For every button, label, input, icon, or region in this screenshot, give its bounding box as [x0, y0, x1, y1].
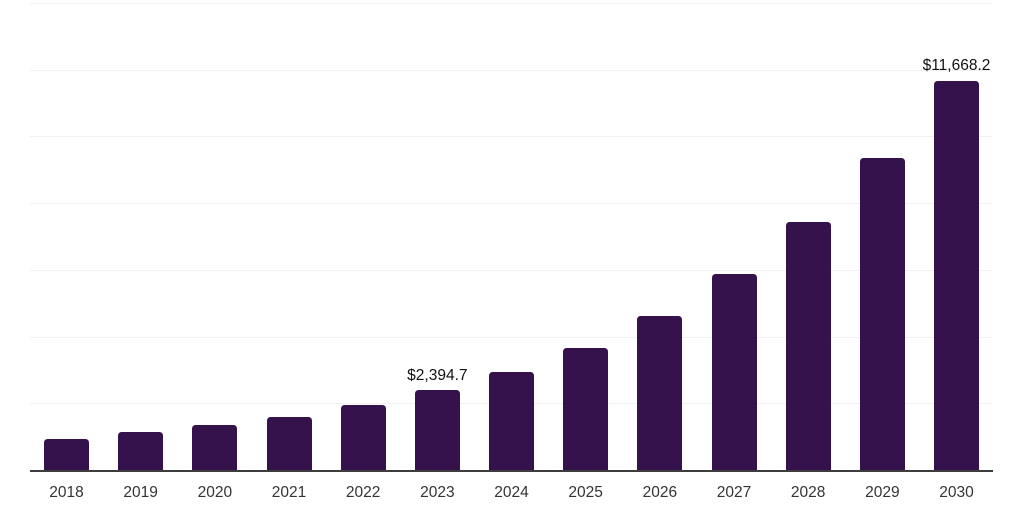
x-axis-label-2029: 2029 — [865, 484, 900, 501]
x-axis-label-2021: 2021 — [271, 484, 307, 501]
x-axis-label-2024: 2024 — [494, 484, 529, 501]
bar-2025[interactable] — [563, 347, 609, 470]
x-axis-label-2019: 2019 — [123, 484, 158, 501]
x-axis-label-2027: 2027 — [716, 484, 752, 501]
x-axis-label-2026: 2026 — [642, 484, 678, 501]
x-axis-label-2030: 2030 — [939, 484, 974, 501]
gridline-8000 — [30, 203, 992, 205]
gridline-10000 — [30, 136, 992, 138]
bar-2021[interactable] — [266, 416, 312, 470]
x-axis-label-2028: 2028 — [790, 484, 826, 501]
bar-2029[interactable] — [859, 158, 905, 470]
gridline-6000 — [30, 269, 992, 271]
gridline-14000 — [30, 3, 992, 4]
bar-2024[interactable] — [489, 371, 534, 470]
bar-2030[interactable] — [934, 80, 979, 470]
bar-2019[interactable] — [118, 431, 164, 470]
bar-2023[interactable] — [414, 390, 460, 470]
x-axis-labels: 2018 2019 2020 2021 2022 2023 2024 2025 2026 2027… — [30, 484, 992, 506]
x-axis-label-2022: 2022 — [345, 484, 381, 501]
x-axis-label-2025: 2025 — [568, 484, 603, 501]
x-axis-label-2023: 2023 — [420, 484, 455, 501]
bar-2027[interactable] — [711, 273, 757, 470]
data-label-2023: $2,394.7 — [407, 366, 468, 384]
x-axis-label-2018: 2018 — [49, 484, 84, 501]
data-label-2030: $11,668.2 — [922, 57, 991, 75]
bar-2028[interactable] — [785, 221, 831, 470]
bar-2020[interactable] — [192, 424, 238, 470]
bar-2018[interactable] — [44, 438, 89, 470]
x-axis-line — [30, 470, 993, 472]
gridline-12000 — [30, 69, 992, 71]
bar-2022[interactable] — [340, 404, 386, 470]
bar-2026[interactable] — [637, 315, 683, 470]
plot-area: $2,394.7 $11,668.2 — [30, 3, 992, 470]
gridline-4000 — [30, 336, 992, 338]
x-axis-label-2020: 2020 — [197, 484, 233, 501]
